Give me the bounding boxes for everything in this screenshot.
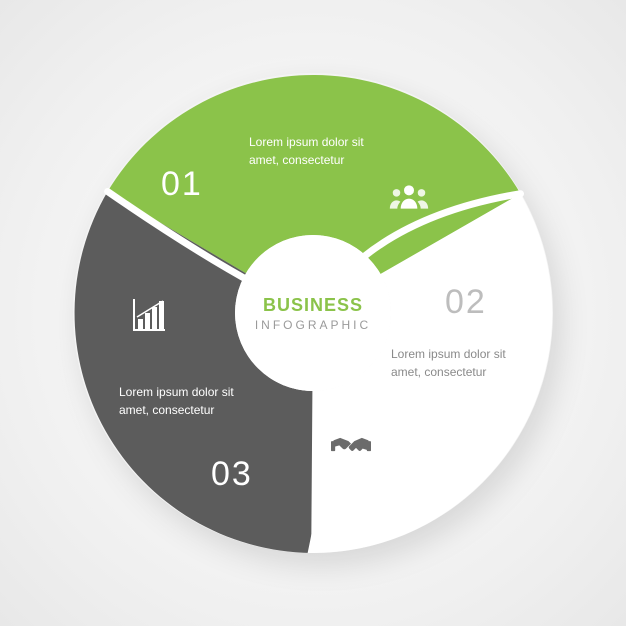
people-icon — [389, 177, 429, 217]
infographic-stage: 01 Lorem ipsum dolor sit amet, consectet… — [73, 73, 553, 553]
segment-03-text: Lorem ipsum dolor sit amet, consectetur — [119, 383, 249, 419]
chart-icon — [131, 297, 167, 333]
segment-01-text: Lorem ipsum dolor sit amet, consectetur — [249, 133, 379, 169]
segment-01-number: 01 — [161, 165, 203, 204]
segment-02-text: Lorem ipsum dolor sit amet, consectetur — [391, 345, 521, 381]
center-title: BUSINESS — [263, 295, 363, 316]
handshake-icon — [331, 427, 371, 467]
segment-02-number: 02 — [445, 283, 487, 322]
segment-03-number: 03 — [211, 455, 253, 494]
center-label: BUSINESS INFOGRAPHIC — [238, 238, 388, 388]
center-subtitle: INFOGRAPHIC — [255, 318, 371, 332]
